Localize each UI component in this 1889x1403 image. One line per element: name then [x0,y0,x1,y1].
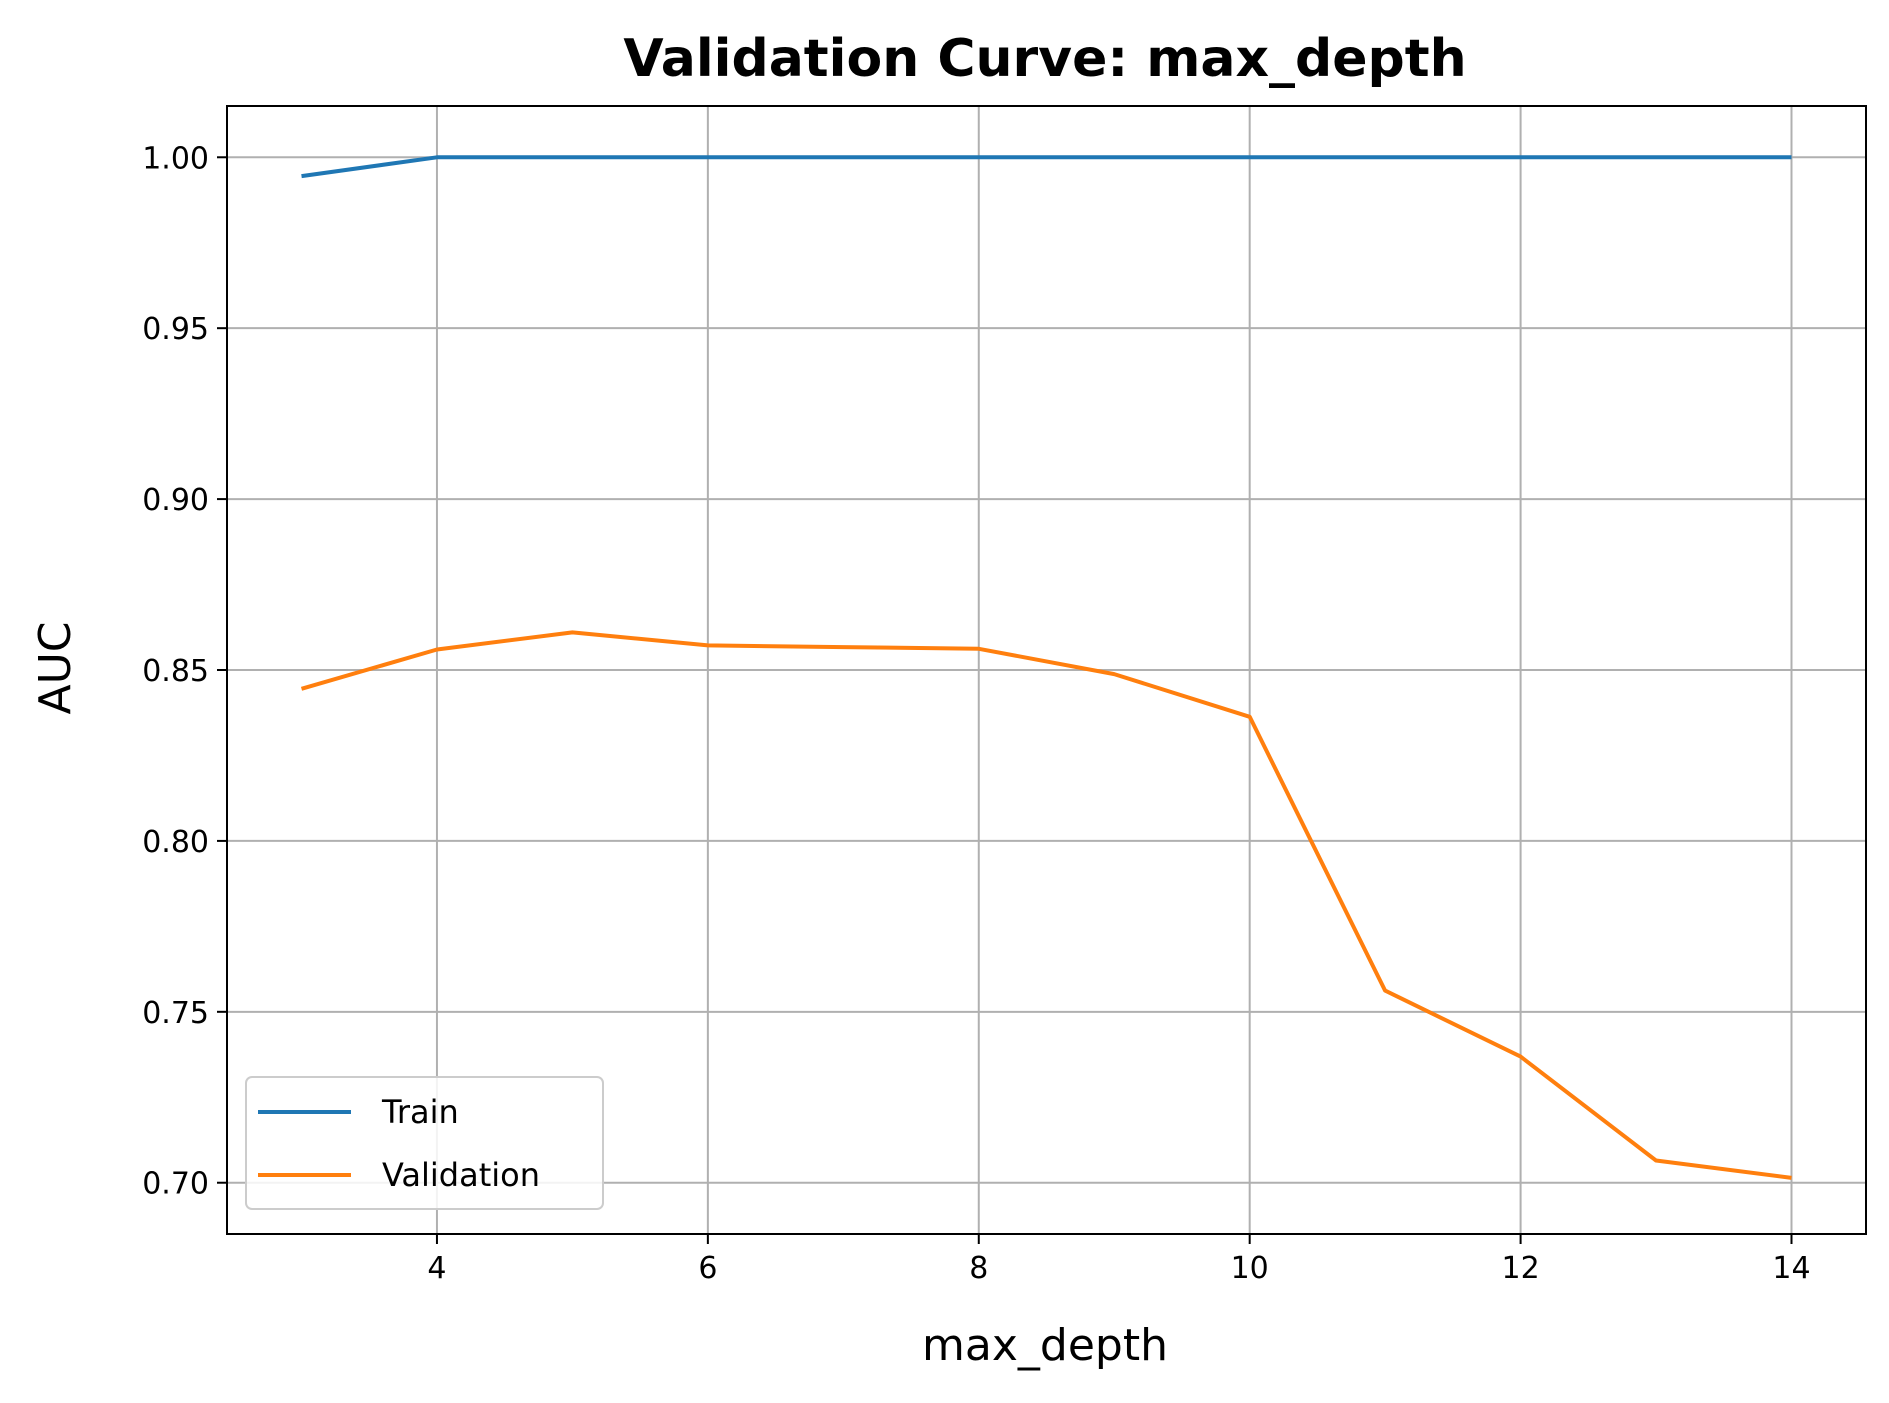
y-tick-label: 0.85 [142,654,209,689]
y-tick-label: 0.80 [142,825,209,860]
grid [227,106,1866,1234]
x-axis-ticks: 4 6 8 10 12 14 [427,1234,1811,1286]
x-tick-label: 10 [1231,1251,1269,1286]
x-tick-label: 8 [969,1251,988,1286]
x-tick-label: 4 [427,1251,446,1286]
legend-label: Validation [382,1156,540,1194]
y-axis-label: AUC [30,621,81,714]
y-tick-label: 0.70 [142,1167,209,1202]
series-line-train [301,155,1792,179]
series-lines [300,155,1792,1180]
y-axis-ticks: 0.70 0.75 0.80 0.85 0.90 0.95 1.00 [142,141,227,1202]
y-tick-label: 0.90 [142,483,209,518]
x-tick-label: 6 [698,1251,717,1286]
legend: Train Validation [245,1076,604,1210]
x-axis-label: max_depth [922,1320,1168,1371]
x-tick-label: 14 [1772,1251,1810,1286]
chart-title: Validation Curve: max_depth [623,29,1466,89]
series-line-validation [300,630,1792,1180]
y-tick-label: 0.95 [142,312,209,347]
x-tick-label: 12 [1501,1251,1539,1286]
y-tick-label: 0.75 [142,996,209,1031]
legend-label: Train [381,1093,459,1131]
y-tick-label: 1.00 [142,141,209,176]
